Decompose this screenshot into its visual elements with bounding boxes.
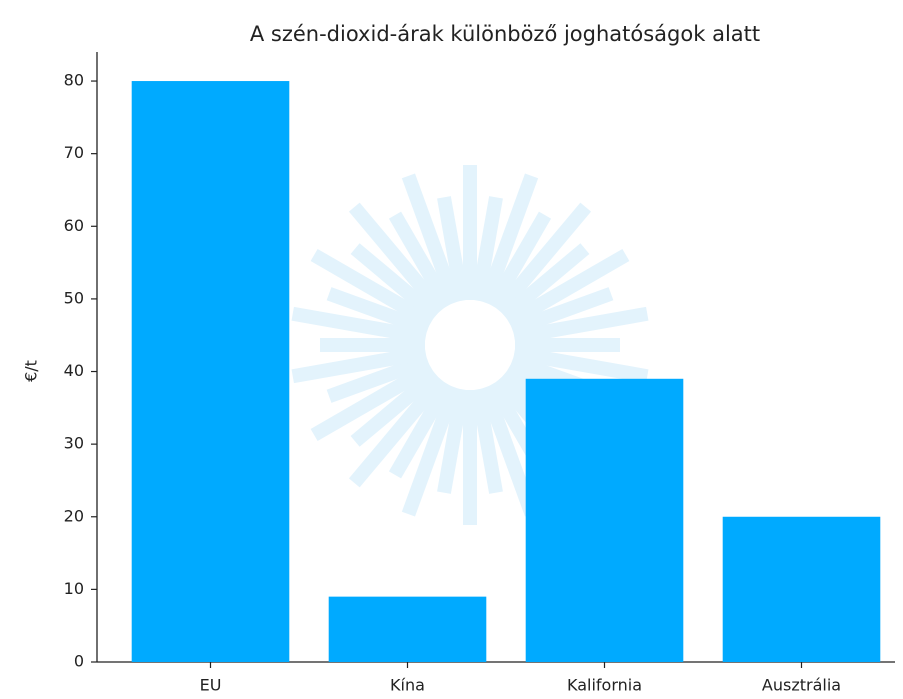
watermark-ray [470, 388, 503, 494]
x-tick-label: EU [200, 676, 222, 695]
watermark-ray [348, 202, 447, 316]
bar [328, 596, 487, 662]
watermark-ray [401, 384, 462, 517]
y-tick-label: 80 [64, 71, 84, 90]
bar [131, 81, 290, 663]
watermark-ray [388, 211, 454, 310]
y-tick-label: 40 [64, 361, 84, 380]
y-tick-label: 10 [64, 579, 84, 598]
bar [525, 378, 684, 662]
y-tick-label: 20 [64, 506, 84, 525]
watermark-ray [350, 243, 441, 322]
watermark-ray [401, 173, 462, 306]
watermark-ray [326, 353, 431, 403]
y-tick-label: 60 [64, 216, 84, 235]
x-tick-label: Ausztrália [762, 676, 841, 695]
watermark-ray [388, 380, 454, 479]
watermark-ray [499, 243, 590, 322]
watermark [291, 165, 649, 525]
x-tick-label: Kína [390, 676, 425, 695]
watermark-ray [437, 196, 470, 302]
watermark-ray [478, 384, 539, 517]
watermark-ray [505, 248, 630, 329]
watermark-ray [291, 306, 427, 345]
watermark-ray [326, 287, 431, 337]
y-axis-label: €/t [22, 360, 41, 382]
x-tick-label: Kalifornia [567, 676, 642, 695]
watermark-ray [513, 345, 649, 384]
y-tick-label: 30 [64, 434, 84, 453]
watermark-ray [310, 248, 435, 329]
watermark-ray [478, 173, 539, 306]
watermark-ray [509, 287, 614, 337]
watermark-ray [513, 306, 649, 345]
y-tick-label: 0 [74, 652, 84, 671]
watermark-ray [291, 345, 427, 384]
watermark-ray [348, 374, 447, 488]
watermark-ray [486, 211, 552, 310]
y-tick-label: 70 [64, 143, 84, 162]
watermark-ray [310, 361, 435, 442]
chart-title: A szén-dioxid-árak különböző joghatóságo… [250, 22, 760, 46]
watermark-ray [470, 196, 503, 302]
y-tick-label: 50 [64, 288, 84, 307]
watermark-ray [350, 368, 441, 447]
watermark-ray [493, 202, 592, 316]
bar [722, 516, 881, 662]
watermark-ray [437, 388, 470, 494]
